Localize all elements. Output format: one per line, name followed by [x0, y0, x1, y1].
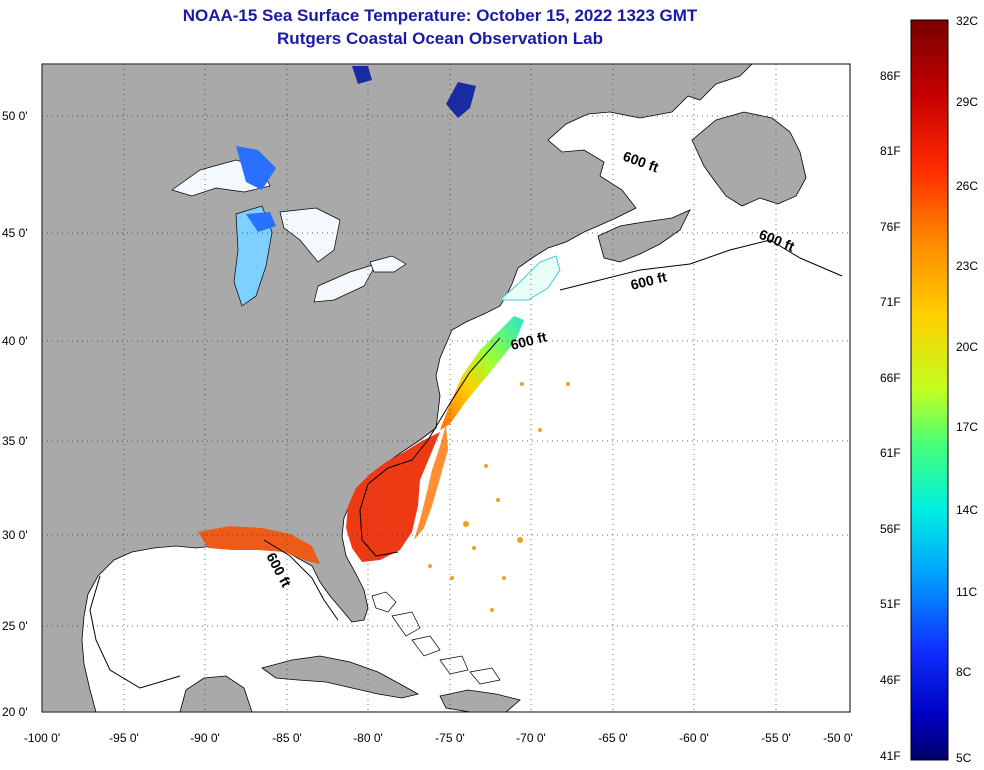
lat-tick-label: 50 0' [2, 109, 28, 123]
latitude-axis: 50 0' 45 0' 40 0' 35 0' 30 0' 25 0' 20 0… [2, 109, 28, 719]
land-hispaniola [439, 689, 521, 712]
great-lakes [171, 66, 476, 307]
lon-tick-label: -85 0' [272, 731, 302, 745]
colorbar [910, 19, 949, 761]
graticule [42, 64, 850, 712]
lon-tick-label: -50 0' [823, 731, 853, 745]
lon-tick-label: -70 0' [516, 731, 546, 745]
colorbar-c-label: 17C [956, 420, 978, 434]
land-cuba [261, 655, 420, 699]
colorbar-fahrenheit-labels: 86F 81F 76F 71F 66F 61F 56F 51F 46F 41F [880, 69, 901, 763]
lat-tick-label: 35 0' [2, 434, 28, 448]
lon-tick-label: -65 0' [598, 731, 628, 745]
lon-tick-label: -95 0' [109, 731, 139, 745]
sst-new-england [498, 255, 561, 301]
colorbar-c-label: 29C [956, 95, 978, 109]
colorbar-c-label: 11C [956, 585, 977, 599]
lat-tick-label: 40 0' [2, 334, 28, 348]
map-title: NOAA-15 Sea Surface Temperature: October… [182, 6, 698, 25]
colorbar-c-label: 32C [956, 14, 978, 28]
colorbar-f-label: 71F [880, 295, 901, 309]
colorbar-c-label: 14C [956, 503, 978, 517]
lon-tick-label: -55 0' [761, 731, 791, 745]
sst-gulf-stream-edge [414, 424, 448, 540]
colorbar-f-label: 51F [880, 597, 901, 611]
colorbar-f-label: 46F [880, 673, 901, 687]
lat-tick-label: 20 0' [2, 705, 28, 719]
land-north-america [42, 64, 753, 712]
sst-gulf-of-mexico [198, 526, 320, 564]
land-newfoundland [691, 111, 807, 207]
colorbar-f-label: 76F [880, 220, 901, 234]
land-yucatan [179, 675, 253, 712]
sst-gulf-stream [346, 432, 440, 562]
colorbar-f-label: 41F [880, 749, 901, 763]
colorbar-celsius-labels: 32C 29C 26C 23C 20C 17C 14C 11C 8C 5C [956, 14, 978, 765]
isobath-600ft [89, 239, 843, 689]
colorbar-f-label: 56F [880, 522, 901, 536]
colorbar-c-label: 23C [956, 259, 978, 273]
colorbar-c-label: 26C [956, 179, 978, 193]
colorbar-f-label: 66F [880, 371, 901, 385]
colorbar-c-label: 20C [956, 340, 978, 354]
colorbar-c-label: 5C [956, 751, 972, 765]
colorbar-f-label: 61F [880, 446, 901, 460]
longitude-axis: -100 0' -95 0' -90 0' -85 0' -80 0' -75 … [24, 731, 853, 745]
lon-tick-label: -100 0' [24, 731, 60, 745]
bahamas-islands [371, 591, 501, 685]
map-subtitle: Rutgers Coastal Ocean Observation Lab [277, 29, 603, 48]
lat-tick-label: 45 0' [2, 226, 28, 240]
sst-mid-atlantic [440, 316, 524, 430]
lon-tick-label: -75 0' [435, 731, 465, 745]
colorbar-f-label: 86F [880, 69, 901, 83]
lat-tick-label: 30 0' [2, 528, 28, 542]
lat-tick-label: 25 0' [2, 619, 28, 633]
lon-tick-label: -90 0' [190, 731, 220, 745]
land-nova-scotia [597, 209, 691, 263]
colorbar-f-label: 81F [880, 144, 901, 158]
sst-scattered-pixels [428, 382, 570, 612]
lon-tick-label: -60 0' [679, 731, 709, 745]
colorbar-c-label: 8C [956, 665, 972, 679]
lon-tick-label: -80 0' [353, 731, 383, 745]
